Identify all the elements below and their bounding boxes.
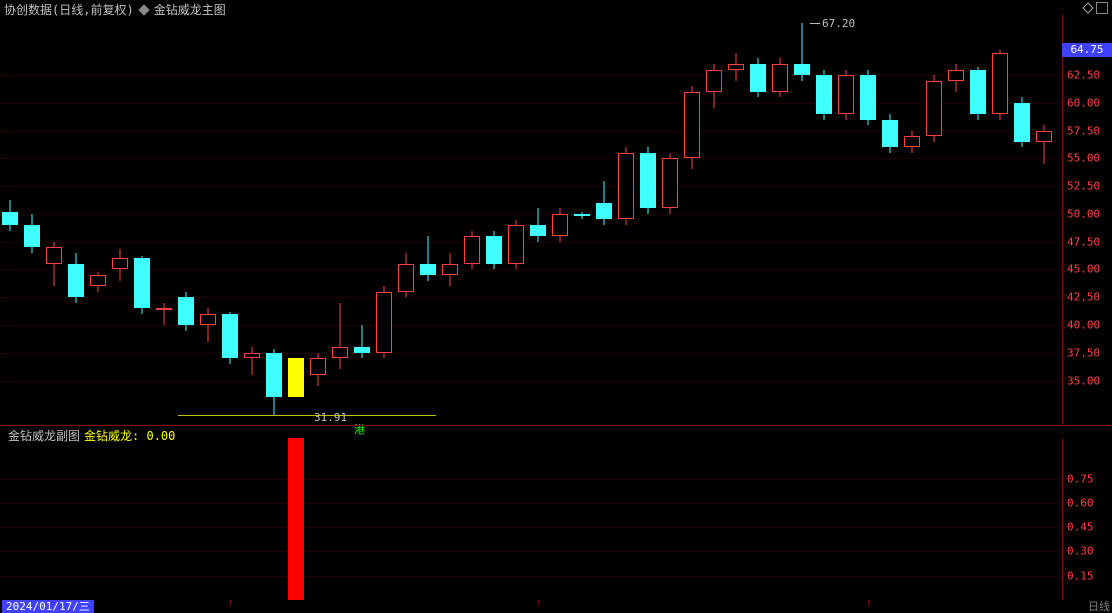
current-price-badge: 64.75 (1062, 43, 1112, 57)
footer-date: 2024/01/17/三 (2, 600, 94, 613)
sub-value-label: 金钻威龙: 0.00 (84, 427, 175, 444)
ytick-label: 37.50 (1067, 346, 1100, 359)
footer-bar: 2024/01/17/三 日线 (0, 600, 1112, 613)
ytick-label: 45.00 (1067, 263, 1100, 276)
sub-title-bar: 金钻威龙副图 金钻威龙: 0.00 (4, 427, 175, 444)
sub-ytick-label: 0.30 (1067, 545, 1094, 558)
low-value-label: 31.91 (314, 411, 347, 424)
sub-y-axis: 0.15 0.30 0.45 0.60 0.75 (1062, 438, 1112, 600)
ytick-label: 60.00 (1067, 96, 1100, 109)
indicator-label: 金钻威龙主图 (154, 1, 226, 18)
sub-ytick-label: 0.75 (1067, 472, 1094, 485)
main-y-axis: 35.00 37.50 40.00 42.50 45.00 47.50 50.00 52.50… (1062, 14, 1112, 425)
sub-ytick-label: 0.45 (1067, 521, 1094, 534)
sub-ytick-label: 0.60 (1067, 496, 1094, 509)
ytick-label: 57.50 (1067, 124, 1100, 137)
ytick-label: 35.00 (1067, 374, 1100, 387)
main-chart-area[interactable]: 31.91港67.20 (0, 14, 1062, 425)
icon-diamond[interactable] (1082, 2, 1093, 13)
ytick-label: 55.00 (1067, 152, 1100, 165)
sub-indicator-name: 金钻威龙副图 (8, 427, 80, 444)
ytick-label: 50.00 (1067, 207, 1100, 220)
main-chart-panel[interactable]: 协创数据(日线,前复权) 金钻威龙主图 31.91港67.20 35.00 37.… (0, 0, 1112, 425)
diamond-icon (138, 4, 149, 15)
sub-chart-area[interactable] (0, 438, 1062, 600)
icon-box[interactable] (1096, 2, 1108, 14)
ytick-label: 40.00 (1067, 319, 1100, 332)
stock-label: 协创数据(日线,前复权) (4, 1, 134, 18)
ytick-label: 62.50 (1067, 69, 1100, 82)
signal-bar[interactable] (288, 438, 304, 600)
footer-mode: 日线 (1088, 600, 1110, 613)
high-value-label: 67.20 (822, 17, 855, 30)
ytick-label: 42.50 (1067, 291, 1100, 304)
top-right-icons (1084, 2, 1108, 14)
main-title-bar: 协创数据(日线,前复权) 金钻威龙主图 (4, 1, 226, 18)
support-line (178, 415, 436, 416)
ytick-label: 52.50 (1067, 180, 1100, 193)
sub-chart-panel[interactable]: 金钻威龙副图 金钻威龙: 0.00 0.15 0.30 0.45 0.60 0.75 (0, 426, 1112, 600)
sub-ytick-label: 0.15 (1067, 569, 1094, 582)
ytick-label: 47.50 (1067, 235, 1100, 248)
